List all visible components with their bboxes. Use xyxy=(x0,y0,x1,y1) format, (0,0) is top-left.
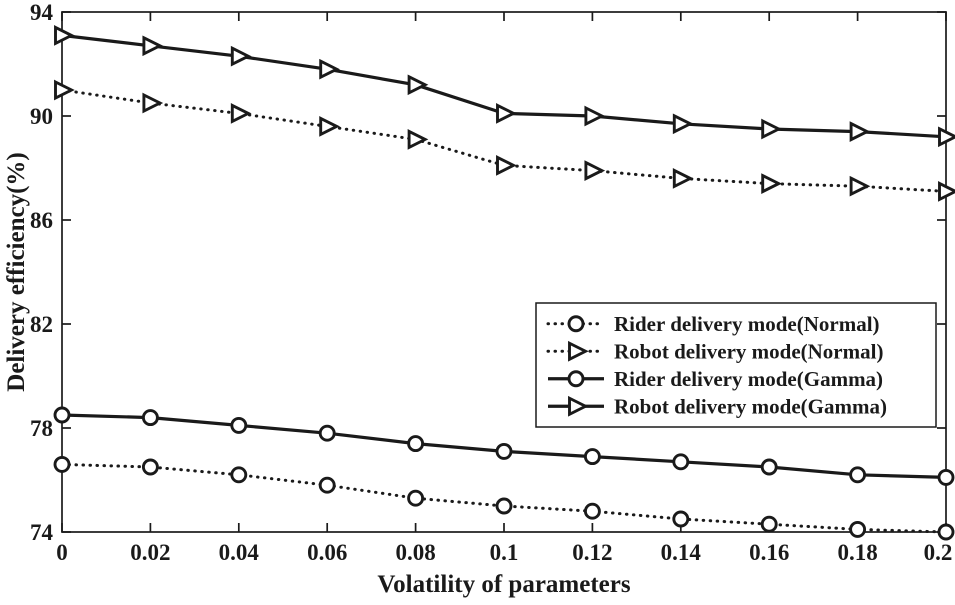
triangle-right-marker xyxy=(584,160,606,181)
y-tick-label: 90 xyxy=(30,104,53,129)
triangle-right-marker xyxy=(849,121,871,142)
x-tick-label: 0.14 xyxy=(661,540,702,565)
circle-marker xyxy=(407,489,425,507)
triangle-right-marker xyxy=(584,105,606,127)
legend-label: Rider delivery mode(Gamma) xyxy=(614,367,883,391)
circle-marker xyxy=(495,497,513,515)
y-tick-label: 74 xyxy=(30,520,54,545)
series-0 xyxy=(53,455,955,541)
series-2 xyxy=(53,406,955,486)
circle-marker xyxy=(760,515,778,533)
triangle-right-marker xyxy=(230,45,252,67)
triangle-right-marker xyxy=(54,79,75,101)
x-tick-label: 0.02 xyxy=(130,540,170,565)
triangle-right-marker xyxy=(761,173,782,194)
triangle-right-marker xyxy=(496,155,517,176)
series-3 xyxy=(54,25,955,148)
circle-marker xyxy=(760,458,778,476)
legend-label: Robot delivery mode(Normal) xyxy=(614,340,883,364)
circle-marker xyxy=(672,510,690,528)
x-tick-label: 0 xyxy=(56,540,68,565)
triangle-right-marker xyxy=(319,116,340,137)
triangle-right-marker xyxy=(672,168,694,189)
circle-marker xyxy=(407,435,425,453)
circle-marker xyxy=(230,466,248,484)
triangle-right-marker xyxy=(568,395,589,417)
triangle-right-marker xyxy=(496,103,517,124)
triangle-right-marker xyxy=(54,25,75,46)
x-tick-label: 0.2 xyxy=(924,540,953,565)
triangle-right-marker xyxy=(142,92,164,114)
circle-marker xyxy=(567,370,585,388)
circle-marker xyxy=(53,455,71,473)
series-1 xyxy=(54,79,955,202)
y-tick-label: 78 xyxy=(30,416,53,441)
y-tick-label: 82 xyxy=(30,312,53,337)
triangle-right-marker xyxy=(761,118,782,140)
x-tick-label: 0.12 xyxy=(572,540,612,565)
circle-marker xyxy=(583,502,601,520)
circle-marker xyxy=(849,520,867,538)
x-tick-label: 0.06 xyxy=(307,540,347,565)
circle-marker xyxy=(141,458,159,476)
circle-marker xyxy=(937,523,955,541)
x-tick-label: 0.16 xyxy=(749,540,789,565)
triangle-right-marker xyxy=(142,35,164,57)
circle-marker xyxy=(583,448,601,466)
x-tick-label: 0.04 xyxy=(219,540,260,565)
triangle-right-marker xyxy=(672,113,694,135)
legend-entry-2: Rider delivery mode(Gamma) xyxy=(548,367,883,391)
circle-marker xyxy=(937,468,955,486)
legend-entry-1: Robot delivery mode(Normal) xyxy=(546,340,883,364)
circle-marker xyxy=(318,476,336,494)
triangle-right-marker xyxy=(849,175,871,197)
x-tick-label: 0.18 xyxy=(837,540,877,565)
x-axis-title: Volatility of parameters xyxy=(377,571,630,598)
y-tick-label: 86 xyxy=(30,208,53,233)
y-axis-title: Delivery efficiency(%) xyxy=(3,152,30,391)
triangle-right-marker xyxy=(938,181,955,202)
circle-marker xyxy=(230,416,248,434)
x-tick-label: 0.08 xyxy=(395,540,435,565)
legend-entry-3: Robot delivery mode(Gamma) xyxy=(548,395,887,419)
legend: Rider delivery mode(Normal) Robot deliver… xyxy=(535,302,937,428)
y-tick-labels: 74 78 82 86 90 94 xyxy=(30,0,54,545)
circle-marker xyxy=(495,442,513,460)
triangle-right-marker xyxy=(568,340,589,362)
y-tick-label: 94 xyxy=(30,0,54,25)
circle-marker xyxy=(849,466,867,484)
circle-marker xyxy=(567,315,585,333)
triangle-right-marker xyxy=(230,103,252,124)
x-tick-labels: 0 0.02 0.04 0.06 0.08 0.1 0.12 0.14 0.16 0.18 0.2 xyxy=(56,540,952,565)
triangle-right-marker xyxy=(319,58,340,80)
series-line xyxy=(60,462,948,534)
legend-label: Robot delivery mode(Gamma) xyxy=(614,395,887,419)
triangle-right-marker xyxy=(407,74,429,96)
circle-marker xyxy=(141,409,159,427)
legend-entry-0: Rider delivery mode(Normal) xyxy=(546,312,880,336)
triangle-right-marker xyxy=(407,129,429,150)
circle-marker xyxy=(53,406,71,424)
x-tick-label: 0.1 xyxy=(490,540,519,565)
circle-marker xyxy=(672,453,690,471)
triangle-right-marker xyxy=(938,126,955,148)
circle-marker xyxy=(318,424,336,442)
legend-label: Rider delivery mode(Normal) xyxy=(614,312,880,336)
